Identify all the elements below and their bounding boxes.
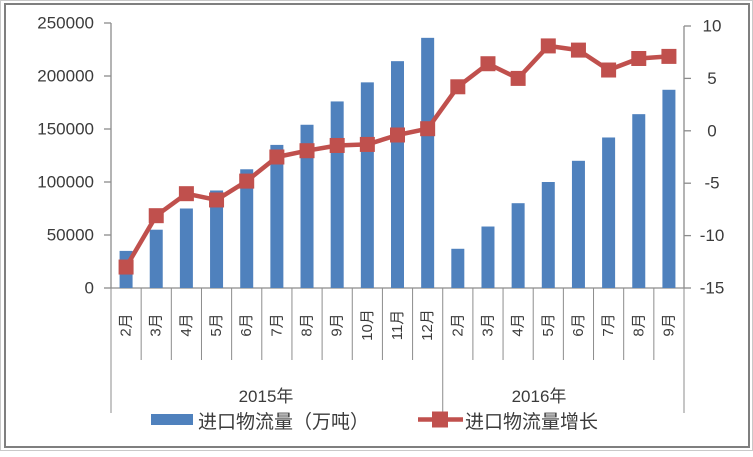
- volume-bar: [571, 160, 585, 288]
- y-axis-left-tick-label: 50000: [47, 226, 94, 245]
- month-label: 10月: [359, 309, 376, 341]
- volume-bar: [511, 203, 525, 288]
- month-label: 7月: [268, 313, 285, 336]
- y-axis-left-tick-label: 250000: [37, 14, 94, 33]
- month-label: 4月: [510, 313, 527, 336]
- year-label-2015: 2015年: [239, 387, 294, 406]
- y-axis-right-tick-label: 0: [707, 121, 716, 140]
- growth-marker: [148, 208, 164, 224]
- growth-marker: [450, 79, 466, 95]
- month-label: 2月: [118, 313, 135, 336]
- growth-marker: [631, 50, 647, 66]
- bar-series-label: 进口物流量（万吨）: [198, 411, 369, 433]
- growth-marker: [359, 136, 375, 152]
- volume-bar: [481, 226, 495, 288]
- volume-bar: [541, 182, 555, 288]
- volume-bar: [662, 89, 676, 288]
- growth-marker: [299, 143, 315, 159]
- month-label: 8月: [299, 313, 316, 336]
- growth-marker: [329, 137, 345, 153]
- month-label: 9月: [660, 313, 677, 336]
- growth-marker: [239, 173, 255, 189]
- y-axis-right-tick-label: -10: [700, 226, 725, 245]
- month-label: 8月: [630, 313, 647, 336]
- volume-bar: [179, 208, 193, 288]
- month-label: 5月: [540, 313, 557, 336]
- growth-marker: [390, 127, 405, 143]
- month-label: 6月: [570, 313, 587, 336]
- month-label: 4月: [178, 313, 195, 336]
- bar-series-swatch: [151, 414, 193, 425]
- y-axis-left-tick-label: 100000: [37, 173, 94, 192]
- line-series-label: 进口物流量增长: [465, 411, 598, 433]
- growth-marker: [540, 38, 556, 54]
- volume-bar: [330, 101, 344, 288]
- y-axis-right-tick-label: 10: [703, 17, 722, 36]
- legend: 进口物流量（万吨） 进口物流量增长: [151, 411, 598, 433]
- month-label: 6月: [238, 313, 255, 336]
- volume-bar: [391, 61, 404, 288]
- line-series-marker: [432, 411, 448, 428]
- growth-marker: [178, 186, 194, 202]
- y-axis-left-tick-label: 200000: [37, 67, 94, 86]
- month-label: 7月: [600, 313, 617, 336]
- year-label-2016: 2016年: [512, 387, 567, 406]
- volume-bar: [210, 190, 224, 288]
- y-axis-left-tick-label: 150000: [37, 120, 94, 139]
- month-label: 3月: [479, 313, 496, 336]
- volume-bar: [360, 82, 374, 288]
- growth-marker: [510, 70, 526, 86]
- month-label: 12月: [419, 309, 436, 341]
- month-label: 5月: [208, 313, 225, 336]
- volume-bar: [149, 229, 163, 288]
- growth-marker: [661, 48, 677, 64]
- growth-marker: [118, 259, 134, 275]
- month-label: 2月: [449, 313, 466, 336]
- volume-bar: [300, 124, 314, 288]
- growth-marker: [269, 149, 285, 165]
- y-axis-left-tick-label: 0: [85, 279, 94, 298]
- growth-marker: [420, 121, 436, 137]
- volume-bar: [451, 248, 465, 288]
- y-axis-right-tick-label: -15: [700, 279, 725, 298]
- volume-bar: [421, 37, 435, 289]
- month-label: 9月: [329, 313, 346, 336]
- growth-marker: [570, 42, 586, 58]
- volume-bar: [602, 137, 616, 288]
- volume-bar: [270, 144, 284, 288]
- growth-marker: [209, 192, 225, 208]
- y-axis-right-tick-label: 5: [707, 69, 716, 88]
- month-label: 11月: [389, 310, 406, 341]
- month-label: 3月: [148, 313, 165, 336]
- growth-marker: [480, 56, 496, 72]
- chart-border: [4, 3, 750, 448]
- growth-marker: [601, 62, 617, 78]
- volume-bar: [240, 169, 254, 288]
- volume-bar: [632, 114, 646, 288]
- y-axis-right-tick-label: -5: [704, 174, 719, 193]
